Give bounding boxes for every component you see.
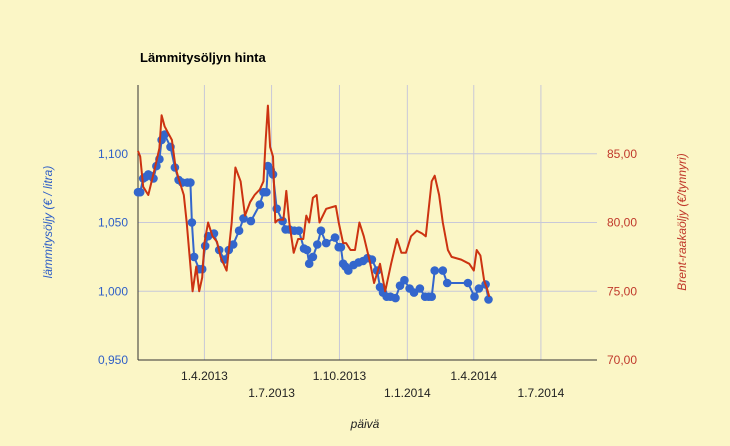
heating-oil-point [246,216,256,226]
x-axis-title: päivä [350,417,380,431]
heating-oil-point [470,292,479,302]
heating-oil-point [438,266,448,275]
heating-oil-point [391,293,400,303]
x-tick-label: 1.7.2013 [248,386,295,400]
chart-title: Lämmitysöljyn hinta [140,50,266,65]
heating-oil-point [255,200,265,209]
y-right-tick-label: 85,00 [607,147,637,161]
x-tick-label: 1.4.2014 [450,369,497,383]
x-tick-label: 1.7.2014 [518,386,565,400]
x-tick-label: 1.10.2013 [313,369,367,383]
heating-oil-point [474,284,484,293]
heating-oil-point [187,218,197,227]
brent-line [137,104,491,298]
y-right-tick-label: 70,00 [607,353,637,367]
heating-oil-point [430,266,440,275]
x-tick-label: 1.1.2014 [384,386,431,400]
heating-oil-point [272,204,282,213]
heating-oil-point [484,295,493,304]
y-left-tick-label: 1,050 [98,216,128,230]
y-left-tick-label: 1,100 [98,147,128,161]
y-right-tick-label: 80,00 [607,216,637,230]
heating-oil-point [189,252,199,262]
heating-oil-point [308,252,318,262]
y-left-tick-label: 1,000 [98,284,128,298]
heating-oil-point [135,187,145,197]
heating-oil-point [400,275,409,285]
heating-oil-point [415,284,425,293]
heating-oil-point [442,278,452,288]
heating-oil-point [304,259,314,269]
heating-oil-point [463,278,473,288]
heating-oil-point [336,242,346,252]
heating-oil-point [294,226,304,235]
heating-oil-point [186,178,195,187]
heating-oil-point [234,226,244,235]
heating-oil-point [330,233,340,242]
series [133,104,493,304]
y-right-tick-label: 75,00 [607,284,637,298]
y-axis-right-title: Brent-raakaöljy (€/tynnyri) [675,153,689,290]
heating-oil-point [313,240,322,249]
heating-oil-point [321,238,331,248]
heating-oil-point [302,245,312,255]
heating-oil-point [239,214,248,223]
y-left-tick-label: 0,950 [98,353,128,367]
heating-oil-point [427,292,437,302]
heating-oil-point [262,187,271,197]
heating-oil-point [316,226,326,235]
axes: 0,950 1,000 1,050 1,100 70,00 75,00 80,00 85,00… [98,85,637,400]
y-axis-left-title: lämmitysöljy (€ / litra) [41,166,55,279]
heating-oil-point [344,266,353,275]
x-tick-label: 1.4.2013 [181,369,228,383]
heating-oil-point [228,240,238,249]
